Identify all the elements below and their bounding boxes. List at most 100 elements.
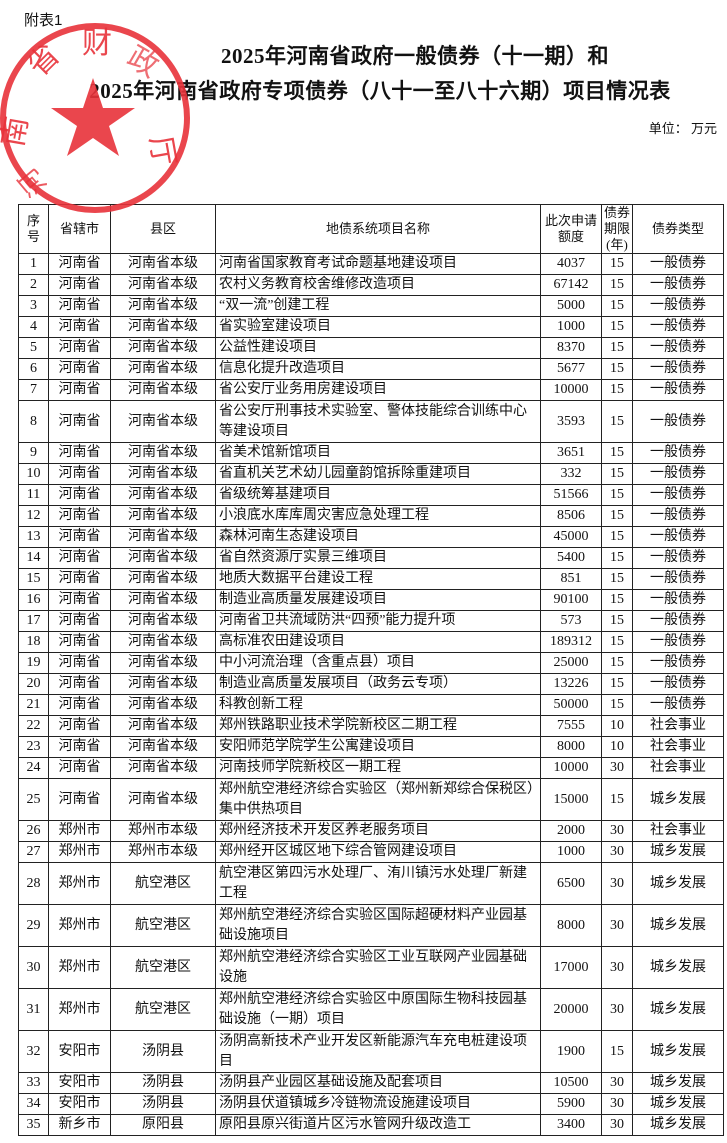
cell-term: 15 [601, 442, 633, 464]
cell-project-name: 郑州航空港经济综合实验区工业互联网产业园基础设施 [215, 946, 541, 989]
table-row: 31 郑州市 航空港区 郑州航空港经济综合实验区中原国际生物科技园基础设施（一期）项目… [18, 988, 724, 1031]
table-row: 23 河南省 河南省本级 安阳师范学院学生公寓建设项目 8000 10 社会事业 [18, 736, 724, 758]
cell-term: 10 [601, 715, 633, 737]
cell-county: 河南省本级 [110, 358, 216, 380]
cell-amount: 2000 [540, 820, 602, 842]
project-table: 序号 省辖市 县区 地债系统项目名称 此次申请额度 债券期限(年) 债券类型 1… [18, 204, 724, 1136]
cell-county: 河南省本级 [110, 547, 216, 569]
cell-project-name: 原阳县原兴街道片区污水管网升级改造工 [215, 1114, 541, 1136]
table-row: 12 河南省 河南省本级 小浪底水库库周灾害应急处理工程 8506 15 一般债券 [18, 505, 724, 527]
cell-project-name: 郑州经开区城区地下综合管网建设项目 [215, 841, 541, 863]
cell-term: 15 [601, 568, 633, 590]
table-row: 27 郑州市 郑州市本级 郑州经开区城区地下综合管网建设项目 1000 30 城乡发展 [18, 841, 724, 863]
cell-project-name: “双一流”创建工程 [215, 295, 541, 317]
cell-city: 河南省 [48, 715, 111, 737]
table-row: 2 河南省 河南省本级 农村义务教育校舍维修改造项目 67142 15 一般债券 [18, 274, 724, 296]
cell-city: 安阳市 [48, 1030, 111, 1073]
cell-amount: 5400 [540, 547, 602, 569]
cell-bond-type: 一般债券 [632, 568, 724, 590]
cell-county: 汤阴县 [110, 1030, 216, 1073]
cell-amount: 45000 [540, 526, 602, 548]
cell-bond-type: 一般债券 [632, 463, 724, 485]
cell-bond-type: 城乡发展 [632, 988, 724, 1031]
page-title-line2: 2025年河南省政府专项债券（八十一至八十六期）项目情况表 [89, 79, 671, 103]
cell-project-name: 郑州航空港经济综合实验区中原国际生物科技园基础设施（一期）项目 [215, 988, 541, 1031]
table-row: 35 新乡市 原阳县 原阳县原兴街道片区污水管网升级改造工 3400 30 城乡发展 [18, 1114, 724, 1136]
cell-city: 河南省 [48, 778, 111, 821]
cell-project-name: 省级统筹基建项目 [215, 484, 541, 506]
cell-seq: 32 [18, 1030, 49, 1073]
cell-term: 15 [601, 652, 633, 674]
table-row: 16 河南省 河南省本级 制造业高质量发展建设项目 90100 15 一般债券 [18, 589, 724, 611]
cell-bond-type: 一般债券 [632, 526, 724, 548]
cell-project-name: 汤阴县产业园区基础设施及配套项目 [215, 1072, 541, 1094]
table-row: 7 河南省 河南省本级 省公安厅业务用房建设项目 10000 15 一般债券 [18, 379, 724, 401]
cell-project-name: 郑州铁路职业技术学院新校区二期工程 [215, 715, 541, 737]
cell-seq: 28 [18, 862, 49, 905]
cell-bond-type: 城乡发展 [632, 1114, 724, 1136]
cell-county: 航空港区 [110, 862, 216, 905]
cell-city: 河南省 [48, 295, 111, 317]
header-county: 县区 [110, 204, 216, 254]
cell-amount: 3593 [540, 400, 602, 443]
cell-seq: 6 [18, 358, 49, 380]
table-body: 1 河南省 河南省本级 河南省国家教育考试命题基地建设项目 4037 15 一般债券 2 河南省… [18, 253, 724, 1136]
cell-project-name: 安阳师范学院学生公寓建设项目 [215, 736, 541, 758]
cell-city: 郑州市 [48, 862, 111, 905]
cell-city: 郑州市 [48, 946, 111, 989]
cell-project-name: 省直机关艺术幼儿园童韵馆拆除重建项目 [215, 463, 541, 485]
cell-seq: 21 [18, 694, 49, 716]
cell-city: 河南省 [48, 274, 111, 296]
cell-city: 河南省 [48, 757, 111, 779]
cell-amount: 3400 [540, 1114, 602, 1136]
table-row: 15 河南省 河南省本级 地质大数据平台建设工程 851 15 一般债券 [18, 568, 724, 590]
cell-term: 30 [601, 820, 633, 842]
cell-county: 河南省本级 [110, 652, 216, 674]
cell-county: 河南省本级 [110, 631, 216, 653]
cell-seq: 18 [18, 631, 49, 653]
cell-seq: 4 [18, 316, 49, 338]
cell-term: 15 [601, 610, 633, 632]
cell-term: 15 [601, 400, 633, 443]
header-project-name: 地债系统项目名称 [215, 204, 541, 254]
cell-bond-type: 一般债券 [632, 337, 724, 359]
cell-term: 15 [601, 778, 633, 821]
cell-city: 河南省 [48, 442, 111, 464]
cell-county: 河南省本级 [110, 337, 216, 359]
cell-seq: 10 [18, 463, 49, 485]
cell-amount: 8370 [540, 337, 602, 359]
cell-bond-type: 一般债券 [632, 694, 724, 716]
table-row: 25 河南省 河南省本级 郑州航空港经济综合实验区（郑州新郑综合保税区）集中供热项目 1… [18, 778, 724, 821]
cell-amount: 17000 [540, 946, 602, 989]
table-row: 30 郑州市 航空港区 郑州航空港经济综合实验区工业互联网产业园基础设施 17000 30… [18, 946, 724, 989]
cell-project-name: 郑州航空港经济综合实验区国际超硬材料产业园基础设施项目 [215, 904, 541, 947]
cell-amount: 189312 [540, 631, 602, 653]
cell-term: 15 [601, 694, 633, 716]
cell-bond-type: 一般债券 [632, 610, 724, 632]
cell-project-name: 科教创新工程 [215, 694, 541, 716]
cell-seq: 8 [18, 400, 49, 443]
cell-project-name: 中小河流治理（含重点县）项目 [215, 652, 541, 674]
cell-seq: 16 [18, 589, 49, 611]
cell-project-name: 农村义务教育校舍维修改造项目 [215, 274, 541, 296]
cell-project-name: 郑州航空港经济综合实验区（郑州新郑综合保税区）集中供热项目 [215, 778, 541, 821]
cell-amount: 67142 [540, 274, 602, 296]
cell-project-name: 制造业高质量发展建设项目 [215, 589, 541, 611]
cell-project-name: 森林河南生态建设项目 [215, 526, 541, 548]
cell-bond-type: 一般债券 [632, 484, 724, 506]
cell-city: 河南省 [48, 568, 111, 590]
cell-term: 15 [601, 379, 633, 401]
cell-bond-type: 城乡发展 [632, 904, 724, 947]
cell-seq: 35 [18, 1114, 49, 1136]
cell-county: 原阳县 [110, 1114, 216, 1136]
cell-project-name: 河南技师学院新校区一期工程 [215, 757, 541, 779]
header-city: 省辖市 [48, 204, 111, 254]
cell-bond-type: 一般债券 [632, 631, 724, 653]
cell-term: 30 [601, 1072, 633, 1094]
cell-bond-type: 一般债券 [632, 253, 724, 275]
cell-seq: 33 [18, 1072, 49, 1094]
cell-project-name: 省公安厅业务用房建设项目 [215, 379, 541, 401]
cell-amount: 25000 [540, 652, 602, 674]
cell-term: 30 [601, 841, 633, 863]
cell-project-name: 河南省卫共流域防洪“四预”能力提升项 [215, 610, 541, 632]
